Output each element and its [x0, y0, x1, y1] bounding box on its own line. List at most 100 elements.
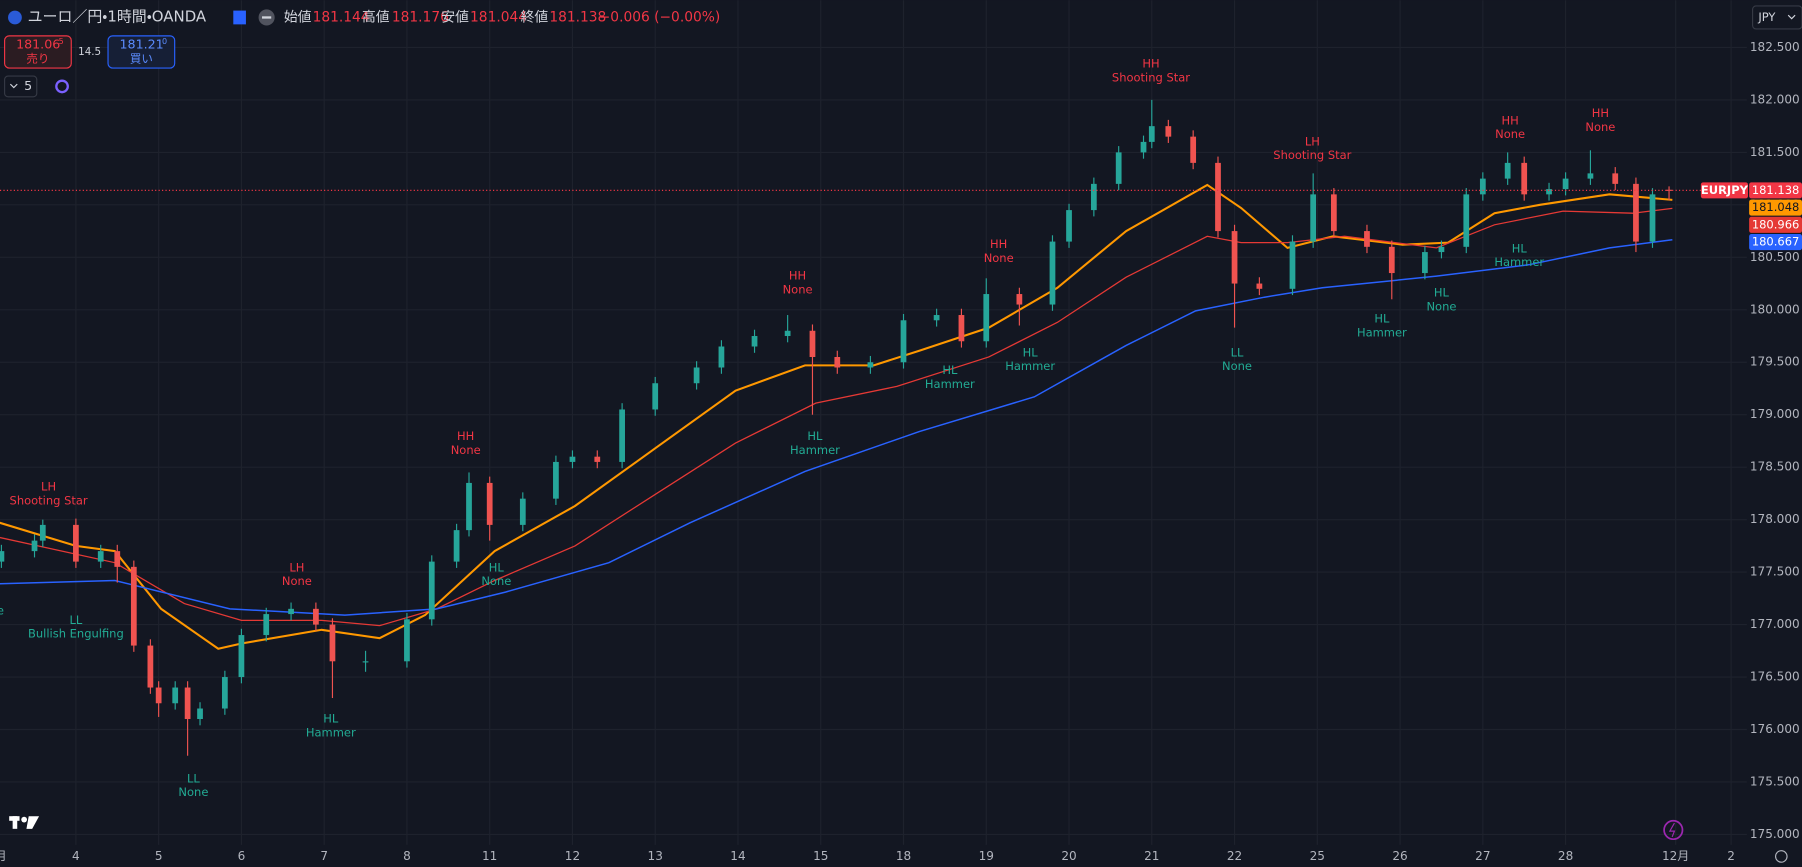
y-tick-label: 175.000 [1750, 827, 1800, 841]
y-tick-label: 181.500 [1750, 145, 1800, 159]
moving-average-line [0, 183, 1673, 650]
pattern-label: HH [1592, 106, 1609, 120]
candle-body [900, 320, 907, 363]
candle-body [958, 315, 965, 342]
x-tick-label: 27 [1475, 849, 1490, 863]
price-tag [1749, 216, 1802, 233]
candle-body [933, 315, 940, 321]
pattern-label: HL [1512, 241, 1528, 255]
candle-body [751, 336, 758, 347]
currency-button[interactable] [1752, 5, 1802, 30]
pattern-label: None [1426, 299, 1456, 313]
pattern-label: HL [1023, 345, 1039, 359]
pattern-label: Hammer [1357, 326, 1407, 340]
flag-icon[interactable] [233, 10, 246, 25]
candle-body [1364, 231, 1370, 247]
indicator-toggle[interactable] [4, 75, 38, 98]
pattern-label: None [282, 574, 312, 588]
y-tick-label: 178.000 [1750, 512, 1800, 526]
open-label: 始値 [284, 9, 312, 25]
candle-body [0, 551, 5, 562]
candle-body [652, 383, 659, 410]
pattern-label: LH [289, 560, 304, 574]
candle-body [1330, 194, 1337, 232]
pattern-label: Shooting Star [1273, 148, 1351, 162]
alert-icon[interactable] [1663, 819, 1684, 841]
candle-body [867, 362, 874, 368]
candle-body [1521, 162, 1528, 195]
candle-body [114, 551, 121, 567]
y-tick-label: 180.500 [1750, 250, 1800, 264]
pattern-label: HH [789, 269, 806, 283]
candle-body [263, 614, 270, 636]
y-tick-label: 176.000 [1750, 722, 1800, 736]
pattern-label: Hammer [925, 377, 975, 391]
close-label: 終値 [521, 9, 549, 25]
pattern-label: None [451, 443, 481, 457]
x-tick-label: 18 [896, 849, 911, 863]
chevron-icon [9, 83, 18, 89]
candle-body [147, 645, 154, 688]
pattern-label: HL [807, 429, 823, 443]
candle-body [155, 687, 162, 704]
pattern-label: None [1495, 127, 1525, 141]
buy-button[interactable] [107, 35, 176, 69]
sell-price: 181.06 [16, 37, 60, 52]
settings-icon[interactable] [1774, 850, 1788, 863]
y-tick-label: 177.500 [1750, 565, 1800, 579]
candle-body [453, 530, 460, 562]
sell-button[interactable] [4, 35, 72, 69]
y-tick-label: 182.500 [1750, 40, 1800, 54]
y-tick-label: 182.000 [1750, 92, 1800, 106]
y-tick-label: 175.500 [1750, 774, 1800, 788]
x-tick-label: 2 [1727, 849, 1735, 863]
pattern-label: LL [69, 613, 82, 627]
candle-body [1479, 178, 1486, 195]
candle-body [1649, 194, 1656, 242]
moving-average-line [0, 238, 1673, 616]
candle-body [313, 608, 319, 625]
candle-body [1463, 194, 1470, 247]
pattern-label: None [0, 604, 4, 618]
y-tick-label: 179.000 [1750, 407, 1800, 421]
close-value: 181.138 [549, 9, 606, 25]
candle-body [1504, 162, 1511, 179]
pattern-label: None [178, 785, 208, 799]
pattern-label: Shooting Star [10, 493, 88, 507]
price-tag-label: 181.048 [1752, 200, 1800, 214]
pattern-label: None [783, 282, 813, 296]
candle-body [834, 357, 841, 368]
candle-body [1310, 194, 1317, 242]
pattern-label: Hammer [1494, 255, 1544, 269]
pattern-label: LL [187, 771, 200, 785]
price-tag [1749, 234, 1802, 251]
x-tick-label: 4 [72, 849, 80, 863]
pattern-label: None [1222, 359, 1252, 373]
candle-body [39, 524, 46, 541]
candle-body [1388, 246, 1395, 274]
candle-body [1562, 178, 1569, 190]
candle-body [73, 524, 79, 562]
pattern-label: HH [457, 429, 474, 443]
candle-body [519, 498, 526, 525]
pattern-label: LL [1231, 345, 1244, 359]
x-tick-label: 12月 [1662, 849, 1689, 863]
price-tag [1749, 199, 1802, 216]
logo-part [12, 816, 18, 829]
pattern-label: HL [1434, 285, 1450, 299]
high-label: 高値 [362, 8, 390, 25]
price-tag-label: 180.667 [1752, 235, 1800, 249]
candle-body [594, 456, 601, 462]
pattern-label: HH [990, 237, 1007, 251]
candle-body [1190, 136, 1197, 163]
low-label: 安値 [441, 9, 469, 25]
candle-body [184, 687, 191, 720]
x-tick-label: 21 [1144, 849, 1159, 863]
candle-body [553, 461, 559, 499]
candle-body [221, 677, 228, 709]
grid [0, 0, 1747, 845]
candle-body [1422, 252, 1428, 274]
